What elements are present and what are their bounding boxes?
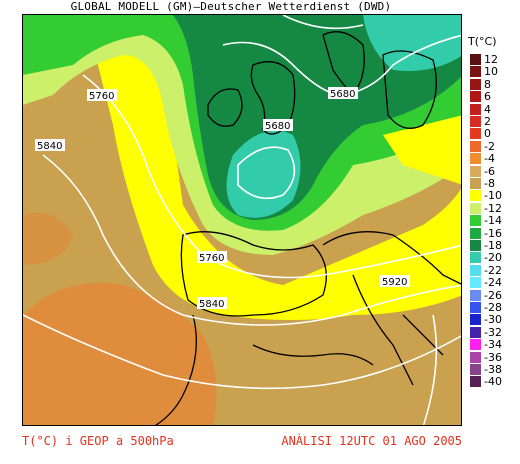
weather-map: 5760 5840 5680 5680 5760 5840 5920 [22, 14, 462, 426]
hot-region-west [23, 212, 73, 265]
legend-label: -16 [484, 226, 502, 240]
legend-swatch [470, 302, 481, 314]
legend-swatch [470, 66, 481, 79]
chart-title: GLOBAL MODELL (GM)—Deutscher Wetterdiens… [70, 0, 392, 13]
legend-label: -20 [484, 251, 502, 265]
legend-label: -18 [484, 239, 502, 252]
legend-label: -22 [484, 263, 502, 277]
legend-label: -12 [484, 201, 502, 215]
legend-swatch [470, 103, 481, 116]
contour-labels: 5760 5840 5680 5680 5760 5840 5920 [35, 87, 410, 310]
legend-swatch [470, 153, 481, 166]
legend-swatch [470, 376, 481, 389]
legend-swatch [470, 227, 481, 240]
legend-label: -24 [484, 276, 502, 290]
legend-swatch [470, 190, 481, 203]
contour-label-5840-iberia: 5840 [199, 299, 224, 310]
legend-label: 4 [484, 102, 491, 116]
contour-label-5760-nw: 5760 [89, 91, 114, 102]
legend-label: -6 [484, 164, 495, 178]
legend-swatch [470, 240, 481, 252]
map-canvas: 5760 5840 5680 5680 5760 5840 5920 [23, 15, 461, 425]
legend-label: -26 [484, 288, 502, 302]
legend-swatch [470, 202, 481, 215]
legend-swatch [470, 364, 481, 376]
legend-label: -10 [484, 189, 502, 203]
legend-swatch [470, 116, 481, 128]
legend-label: 8 [484, 77, 491, 91]
legend-swatch [470, 128, 481, 141]
legend-label: -14 [484, 214, 502, 228]
legend-label: 2 [484, 115, 491, 128]
legend-label: -32 [484, 325, 502, 339]
yellow-band [93, 37, 461, 320]
contour-label-5680-core: 5680 [265, 121, 290, 132]
legend-label: -4 [484, 152, 495, 166]
legend-label: -28 [484, 301, 502, 314]
legend-label: -36 [484, 350, 502, 364]
legend-swatch [470, 252, 481, 265]
legend-label: -8 [484, 177, 495, 190]
legend-swatch [470, 339, 481, 352]
legend-swatch [470, 91, 481, 104]
legend-label: 10 [484, 65, 498, 79]
legend-swatch [470, 165, 481, 178]
coastlines [154, 31, 461, 425]
legend-swatch [470, 351, 481, 364]
yellow-patch-east [383, 115, 461, 185]
legend-swatch [470, 78, 481, 91]
legend-label: -38 [484, 363, 502, 376]
legend-label: 0 [484, 127, 491, 141]
contour-label-5920-med: 5920 [382, 277, 407, 288]
contour-label-5840-w: 5840 [37, 141, 62, 152]
temperature-legend: 12 10 8 6 4 2 0 -2 -4 -6 -8 -10 -12 -14 -16 -18 -20 -22 -2… [470, 54, 520, 389]
legend-swatch [470, 314, 481, 327]
contour-label-5680-ne: 5680 [330, 89, 355, 100]
legend-swatch [470, 326, 481, 339]
legend-label: -30 [484, 313, 502, 327]
legend-swatch [470, 54, 481, 66]
legend-title: T(°C) [468, 35, 497, 48]
legend-swatch [470, 215, 481, 228]
legend-swatch [470, 140, 481, 153]
legend-swatch [470, 178, 481, 190]
cold-core-north [363, 15, 461, 71]
footer-analysis-time: ANÀLISI 12UTC 01 AGO 2005 [281, 434, 462, 448]
legend-label: -40 [484, 375, 502, 389]
footer-variable-label: T(°C) i GEOP a 500hPa [22, 434, 174, 448]
legend-label: -34 [484, 338, 502, 352]
legend-label: 12 [484, 53, 498, 66]
hot-region-southwest [23, 283, 217, 425]
legend-swatch [470, 289, 481, 302]
legend-label: -2 [484, 139, 495, 153]
legend-swatch [470, 264, 481, 277]
legend-swatch [470, 277, 481, 290]
legend-label: 6 [484, 90, 491, 104]
contour-label-5760-iberia: 5760 [199, 253, 224, 264]
